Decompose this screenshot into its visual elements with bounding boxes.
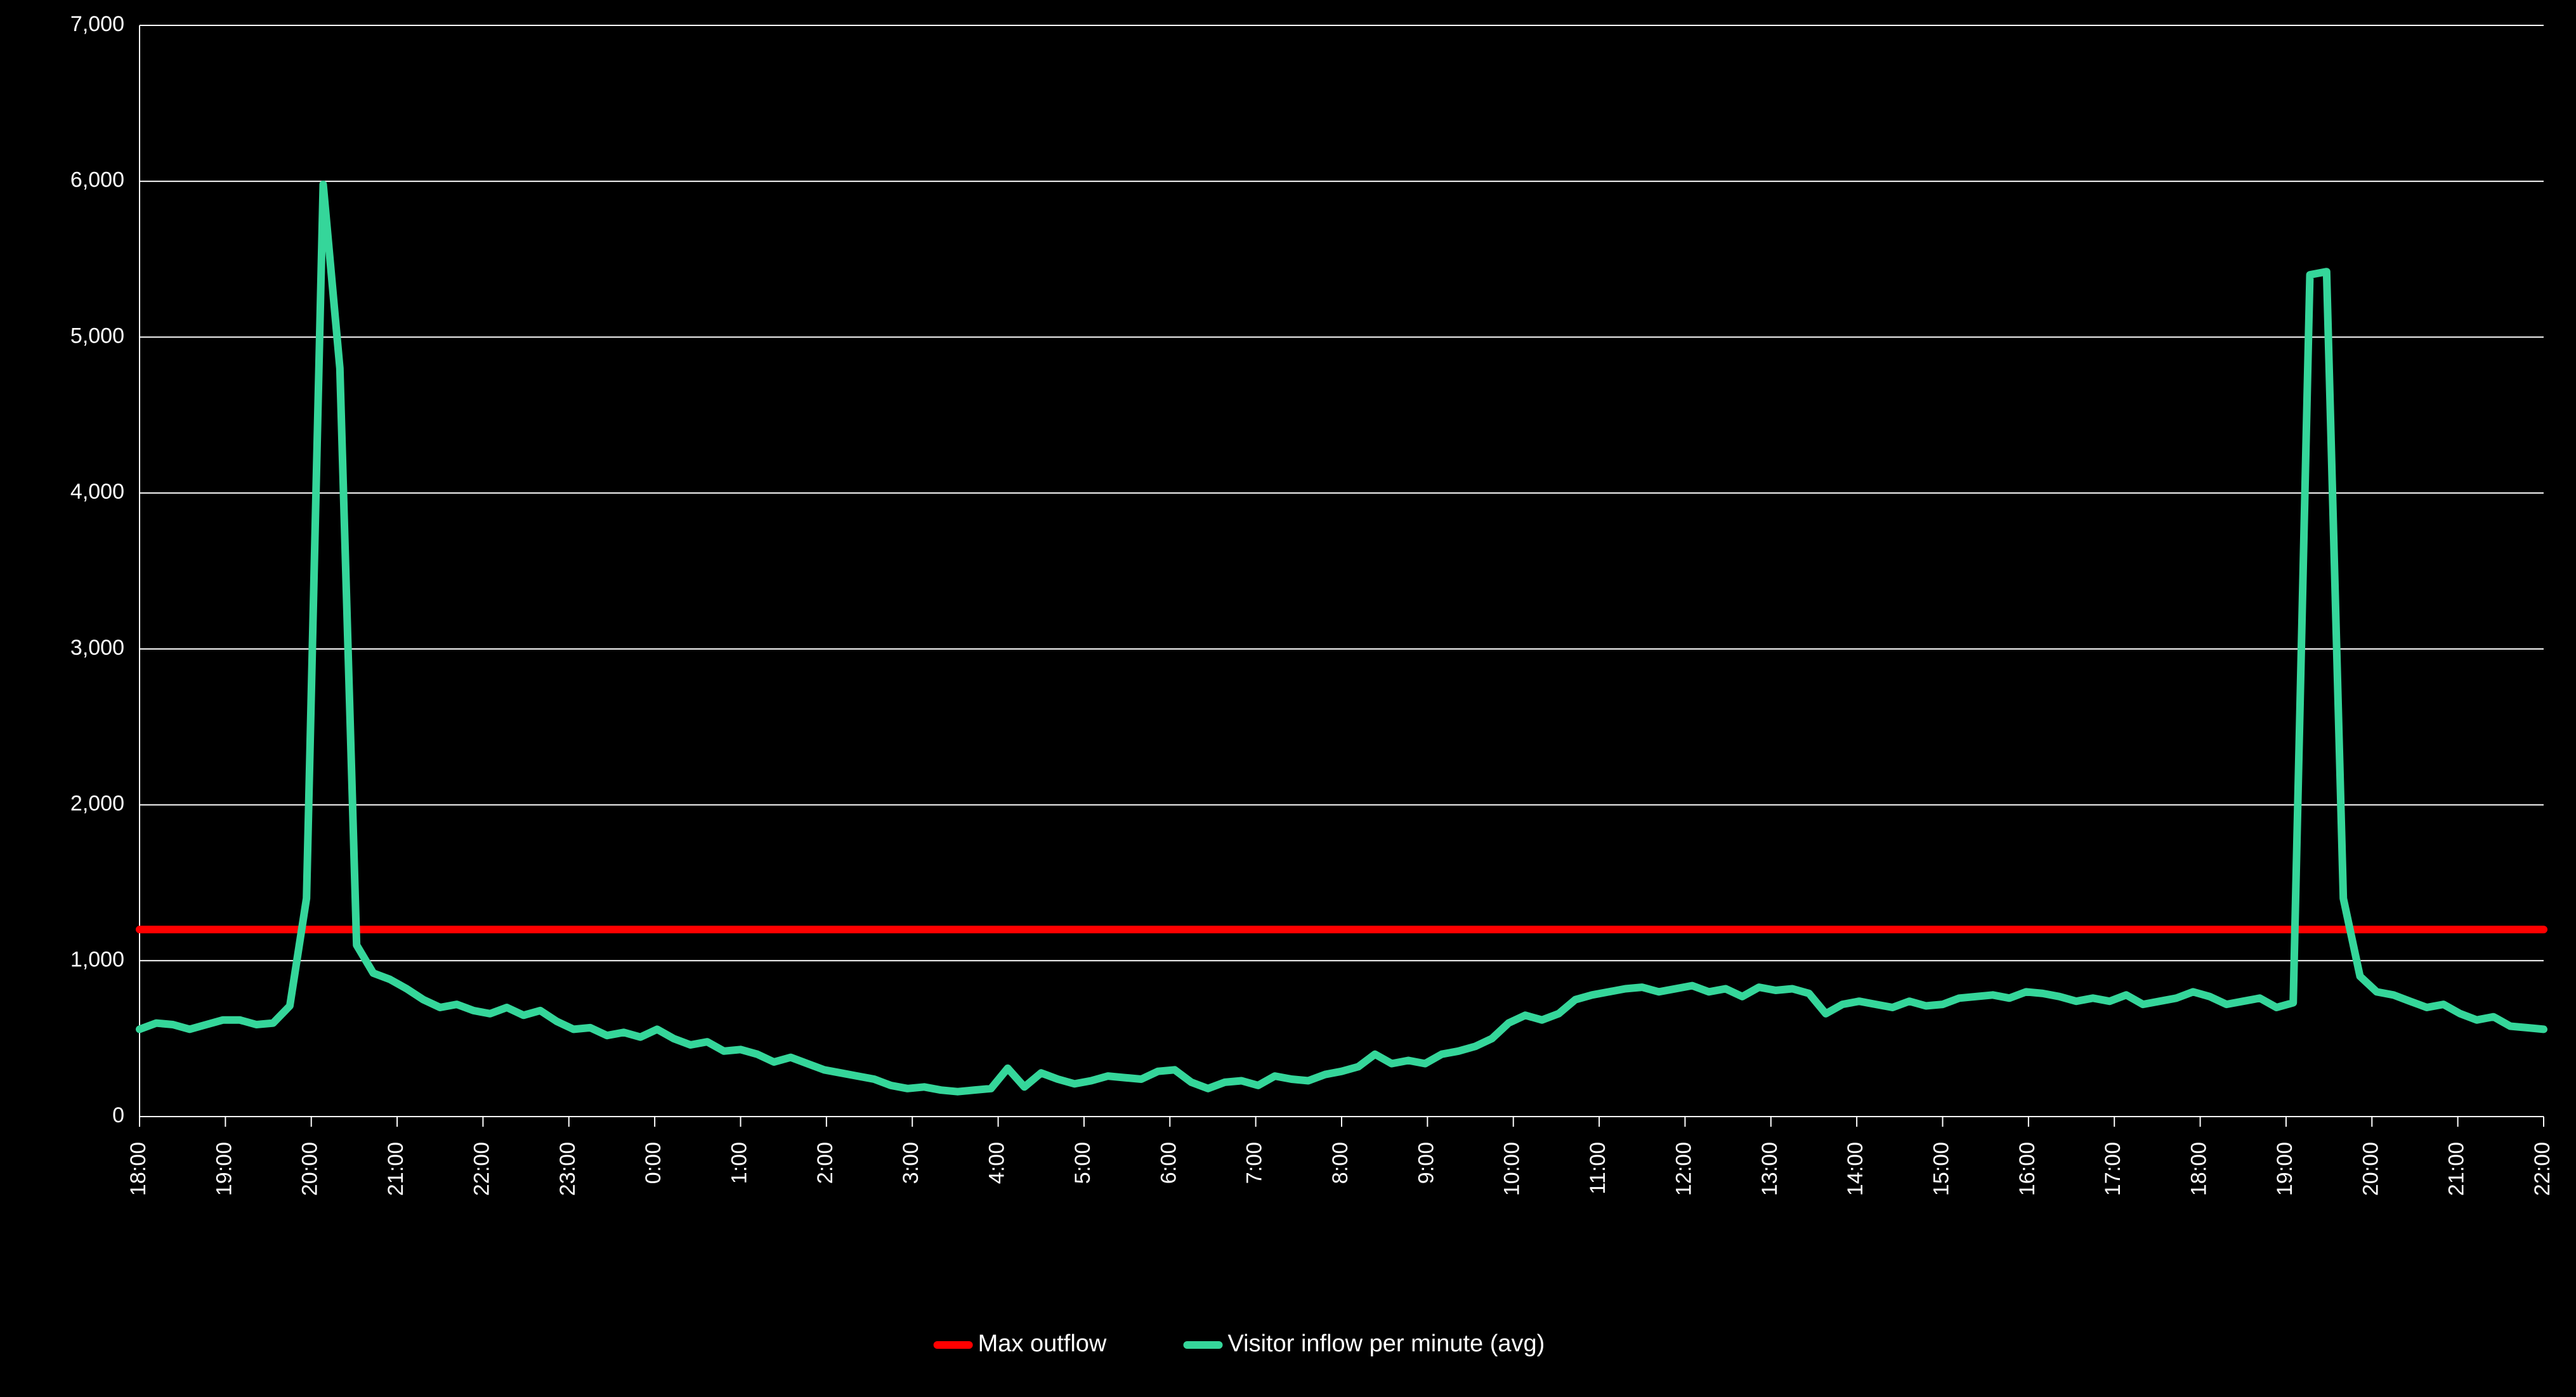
y-tick-label: 3,000 [70, 636, 124, 660]
y-tick-label: 1,000 [70, 947, 124, 971]
x-tick-label: 7:00 [1243, 1142, 1267, 1184]
x-tick-label: 21:00 [384, 1142, 408, 1196]
x-tick-label: 19:00 [212, 1142, 236, 1196]
x-tick-label: 4:00 [985, 1142, 1009, 1184]
x-tick-label: 20:00 [2358, 1142, 2383, 1196]
x-tick-label: 21:00 [2445, 1142, 2469, 1196]
x-tick-label: 5:00 [1071, 1142, 1095, 1184]
legend-label: Max outflow [978, 1330, 1107, 1357]
x-tick-label: 9:00 [1414, 1142, 1438, 1184]
x-tick-label: 17:00 [2101, 1142, 2125, 1196]
x-tick-label: 3:00 [899, 1142, 923, 1184]
chart-container: 0 1,000 2,000 3,000 4,000 5,000 6,000 7,000 18:0… [0, 0, 2576, 1397]
y-tick-label: 4,000 [70, 480, 124, 504]
x-tick-label: 1:00 [727, 1142, 751, 1184]
x-tick-label: 18:00 [2187, 1142, 2211, 1196]
x-tick-label: 10:00 [1500, 1142, 1524, 1196]
line-chart: 0 1,000 2,000 3,000 4,000 5,000 6,000 7,000 18:0… [0, 0, 2576, 1397]
x-tick-label: 12:00 [1671, 1142, 1696, 1196]
x-tick-label: 16:00 [2015, 1142, 2039, 1196]
legend: Max outflow Visitor inflow per minute (av… [938, 1330, 1545, 1357]
y-tick-label: 7,000 [70, 12, 124, 36]
y-tick-label: 0 [112, 1103, 124, 1127]
x-tick-label: 11:00 [1586, 1142, 1610, 1195]
x-tick-label: 22:00 [469, 1142, 494, 1196]
x-tick-label: 2:00 [813, 1142, 837, 1184]
x-tick-label: 13:00 [1758, 1142, 1782, 1196]
x-tick-label: 18:00 [126, 1142, 150, 1196]
x-tick-label: 22:00 [2530, 1142, 2554, 1196]
x-tick-label: 6:00 [1156, 1142, 1180, 1184]
x-tick-label: 8:00 [1328, 1142, 1352, 1184]
x-tick-label: 23:00 [556, 1142, 580, 1196]
x-tick-label: 15:00 [1929, 1142, 1953, 1196]
x-tick-label: 19:00 [2273, 1142, 2297, 1196]
y-tick-label: 2,000 [70, 792, 124, 816]
x-tick-label: 20:00 [298, 1142, 322, 1196]
y-tick-label: 5,000 [70, 324, 124, 348]
x-tick-label: 14:00 [1843, 1142, 1867, 1196]
legend-label: Visitor inflow per minute (avg) [1228, 1330, 1545, 1357]
x-tick-label: 0:00 [641, 1142, 665, 1184]
y-tick-label: 6,000 [70, 168, 124, 192]
